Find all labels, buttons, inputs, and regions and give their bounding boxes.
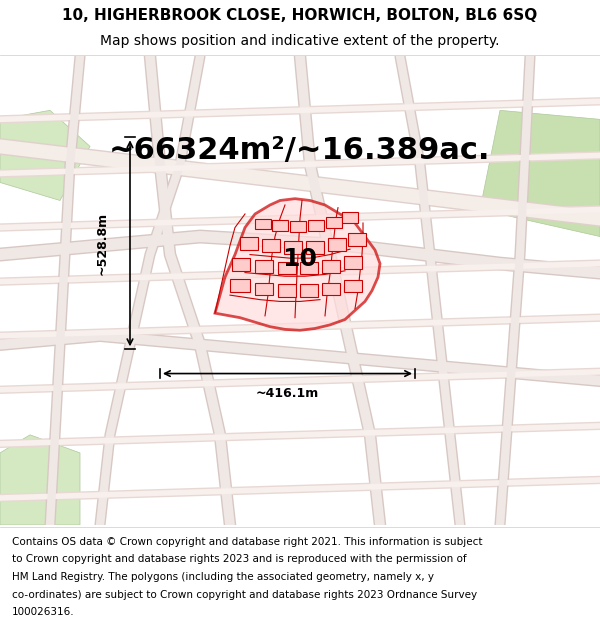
Bar: [322, 260, 340, 272]
Text: ~416.1m: ~416.1m: [256, 387, 319, 400]
Bar: [230, 279, 250, 292]
Bar: [240, 238, 258, 250]
Text: 100026316.: 100026316.: [12, 607, 74, 617]
Polygon shape: [480, 111, 600, 236]
Polygon shape: [0, 435, 80, 525]
Text: ~66324m²/~16.389ac.: ~66324m²/~16.389ac.: [109, 136, 491, 166]
Bar: [232, 258, 250, 271]
Bar: [344, 280, 362, 292]
Bar: [322, 282, 340, 295]
Bar: [300, 284, 318, 297]
Bar: [342, 213, 358, 223]
Bar: [255, 260, 273, 272]
Text: Map shows position and indicative extent of the property.: Map shows position and indicative extent…: [100, 34, 500, 48]
Text: ~528.8m: ~528.8m: [95, 212, 109, 275]
Text: 10, HIGHERBROOK CLOSE, HORWICH, BOLTON, BL6 6SQ: 10, HIGHERBROOK CLOSE, HORWICH, BOLTON, …: [62, 8, 538, 23]
Bar: [278, 284, 296, 297]
Bar: [308, 220, 324, 231]
Bar: [262, 239, 280, 252]
Bar: [255, 219, 271, 229]
Bar: [278, 262, 296, 274]
Bar: [348, 233, 366, 246]
Bar: [272, 220, 288, 231]
Bar: [300, 262, 318, 274]
Bar: [344, 256, 362, 269]
Text: co-ordinates) are subject to Crown copyright and database rights 2023 Ordnance S: co-ordinates) are subject to Crown copyr…: [12, 589, 477, 599]
Bar: [306, 241, 324, 254]
Bar: [326, 217, 342, 227]
Bar: [328, 238, 346, 251]
Text: to Crown copyright and database rights 2023 and is reproduced with the permissio: to Crown copyright and database rights 2…: [12, 554, 467, 564]
Text: 10: 10: [283, 247, 317, 271]
Bar: [255, 282, 273, 295]
Polygon shape: [215, 199, 380, 330]
Polygon shape: [0, 111, 90, 201]
Text: HM Land Registry. The polygons (including the associated geometry, namely x, y: HM Land Registry. The polygons (includin…: [12, 572, 434, 582]
Bar: [290, 221, 306, 232]
Bar: [284, 241, 302, 254]
Text: Contains OS data © Crown copyright and database right 2021. This information is : Contains OS data © Crown copyright and d…: [12, 537, 482, 547]
